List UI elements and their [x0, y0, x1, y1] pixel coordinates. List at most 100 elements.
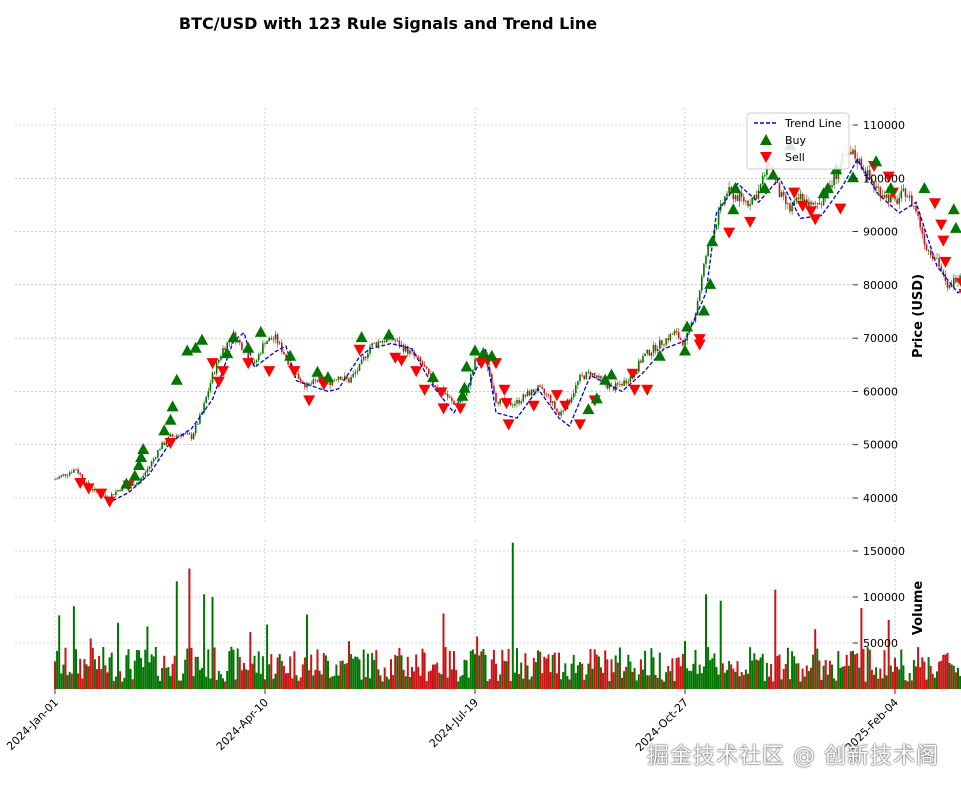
volume-bar — [81, 678, 84, 689]
volume-bar — [253, 655, 256, 689]
x-tick-label: 2024-Jan-01 — [4, 696, 61, 753]
candle-body — [911, 195, 913, 207]
volume-bar — [320, 674, 323, 689]
volume-bar — [858, 667, 861, 689]
volume-bar — [93, 659, 96, 689]
volume-bar — [211, 597, 214, 689]
candle-body — [348, 378, 350, 383]
volume-bar — [761, 653, 764, 689]
volume-bar — [356, 656, 359, 689]
sell-signal-marker — [454, 403, 467, 415]
volume-bar — [694, 649, 697, 689]
candle-body — [402, 344, 405, 352]
candle-body — [518, 399, 520, 404]
volume-bar — [276, 657, 279, 689]
volume-bar — [574, 672, 577, 689]
volume-bar — [896, 666, 899, 689]
candle-body — [919, 215, 921, 228]
volume-bar — [534, 662, 537, 689]
volume-bar — [478, 655, 481, 689]
candle-body — [875, 186, 877, 189]
volume-bar — [696, 673, 699, 689]
candle-body — [104, 495, 107, 498]
candle-body — [627, 382, 630, 384]
candle-body — [600, 375, 602, 379]
candle-body — [545, 393, 548, 395]
buy-signal-marker — [767, 168, 780, 180]
candle-body — [226, 342, 228, 351]
volume-bar — [369, 678, 371, 689]
candle-body — [203, 403, 205, 413]
volume-bar — [642, 669, 644, 689]
volume-bar — [635, 680, 638, 689]
sell-signal-marker — [242, 358, 255, 370]
candle-body — [787, 203, 789, 204]
candle-body — [755, 194, 758, 199]
candle-body — [854, 149, 856, 159]
price-tick-label: 70000 — [863, 332, 898, 345]
candle-body — [524, 394, 527, 397]
buy-markers — [120, 139, 961, 489]
candle-body — [411, 350, 413, 352]
volume-bar — [108, 657, 111, 689]
volume-bar — [843, 666, 846, 689]
candle-body — [119, 490, 121, 492]
volume-bar — [192, 676, 195, 689]
volume-bar — [91, 647, 94, 689]
candle-body — [562, 410, 564, 412]
volume-bar — [150, 654, 153, 689]
volume-bar — [117, 622, 119, 689]
candle-body — [497, 402, 499, 404]
candle-body — [906, 196, 909, 198]
sell-signal-marker — [437, 403, 450, 415]
volume-bar — [415, 654, 418, 689]
volume-bar — [440, 674, 443, 689]
volume-bar — [135, 649, 138, 689]
candle-body — [56, 478, 58, 480]
volume-bar — [217, 670, 220, 689]
sell-signal-marker — [435, 387, 448, 399]
candle-body — [138, 481, 140, 483]
volume-bar — [119, 671, 122, 689]
volume-bar — [417, 666, 420, 689]
volume-bar — [671, 658, 674, 689]
volume-bar — [222, 678, 224, 689]
volume-bar — [849, 651, 852, 689]
candle-body — [677, 332, 680, 339]
volume-bar — [450, 669, 453, 689]
candle-body — [281, 342, 283, 352]
candle-body — [299, 379, 302, 382]
volume-bar — [618, 647, 621, 689]
candle-body — [640, 360, 642, 363]
volume-bar — [591, 668, 594, 689]
candle-body — [869, 170, 871, 179]
volume-bar — [453, 651, 455, 689]
sell-signal-marker — [395, 355, 408, 367]
candle-body — [169, 434, 172, 437]
volume-bar — [471, 649, 474, 689]
volume-bar — [852, 650, 854, 689]
candle-body — [81, 474, 84, 481]
volume-bar — [917, 647, 920, 689]
candle-body — [551, 401, 554, 403]
volume-bar — [845, 654, 848, 689]
candle-body — [371, 343, 373, 347]
candle-body — [270, 337, 273, 340]
volume-bar — [705, 594, 707, 689]
buy-signal-marker — [727, 203, 740, 215]
volume-bar — [891, 671, 894, 689]
volume-bar — [791, 651, 794, 689]
volume-bar — [679, 666, 682, 689]
volume-tick-label: 100000 — [863, 591, 905, 604]
volume-bar — [511, 542, 514, 689]
volume-bar — [303, 657, 306, 689]
buy-signal-marker — [254, 325, 267, 337]
volume-bar — [270, 654, 273, 689]
volume-bar — [188, 568, 191, 689]
candle-body — [530, 389, 533, 396]
candle-body — [491, 374, 493, 386]
candle-body — [558, 411, 560, 416]
volume-bar — [946, 652, 949, 689]
legend: Trend Line Buy Sell — [746, 112, 850, 170]
volume-bar — [885, 675, 888, 689]
